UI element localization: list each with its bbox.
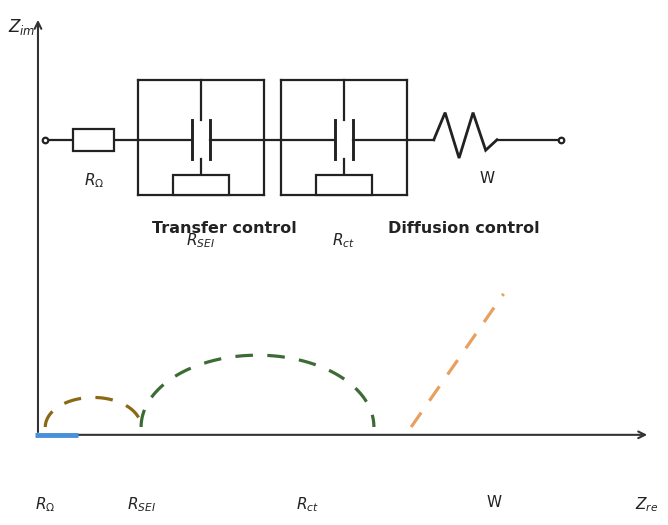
Text: $R_{SEI}$: $R_{SEI}$	[186, 231, 216, 250]
Text: W: W	[486, 495, 501, 510]
Text: $R_{SEI}$: $R_{SEI}$	[127, 495, 156, 513]
Text: $R_{\Omega}$: $R_{\Omega}$	[35, 495, 55, 513]
Text: W: W	[480, 171, 494, 186]
Text: $Z_{re}$: $Z_{re}$	[635, 495, 658, 513]
Text: $R_{ct}$: $R_{ct}$	[296, 495, 319, 513]
Text: $Z_{im}$: $Z_{im}$	[8, 17, 35, 37]
Text: Transfer control: Transfer control	[152, 221, 297, 236]
Text: Diffusion control: Diffusion control	[388, 221, 540, 236]
FancyBboxPatch shape	[173, 175, 229, 195]
FancyBboxPatch shape	[316, 175, 372, 195]
FancyBboxPatch shape	[73, 129, 114, 151]
Text: $R_{ct}$: $R_{ct}$	[333, 231, 355, 250]
Text: $R_{\Omega}$: $R_{\Omega}$	[84, 171, 104, 190]
